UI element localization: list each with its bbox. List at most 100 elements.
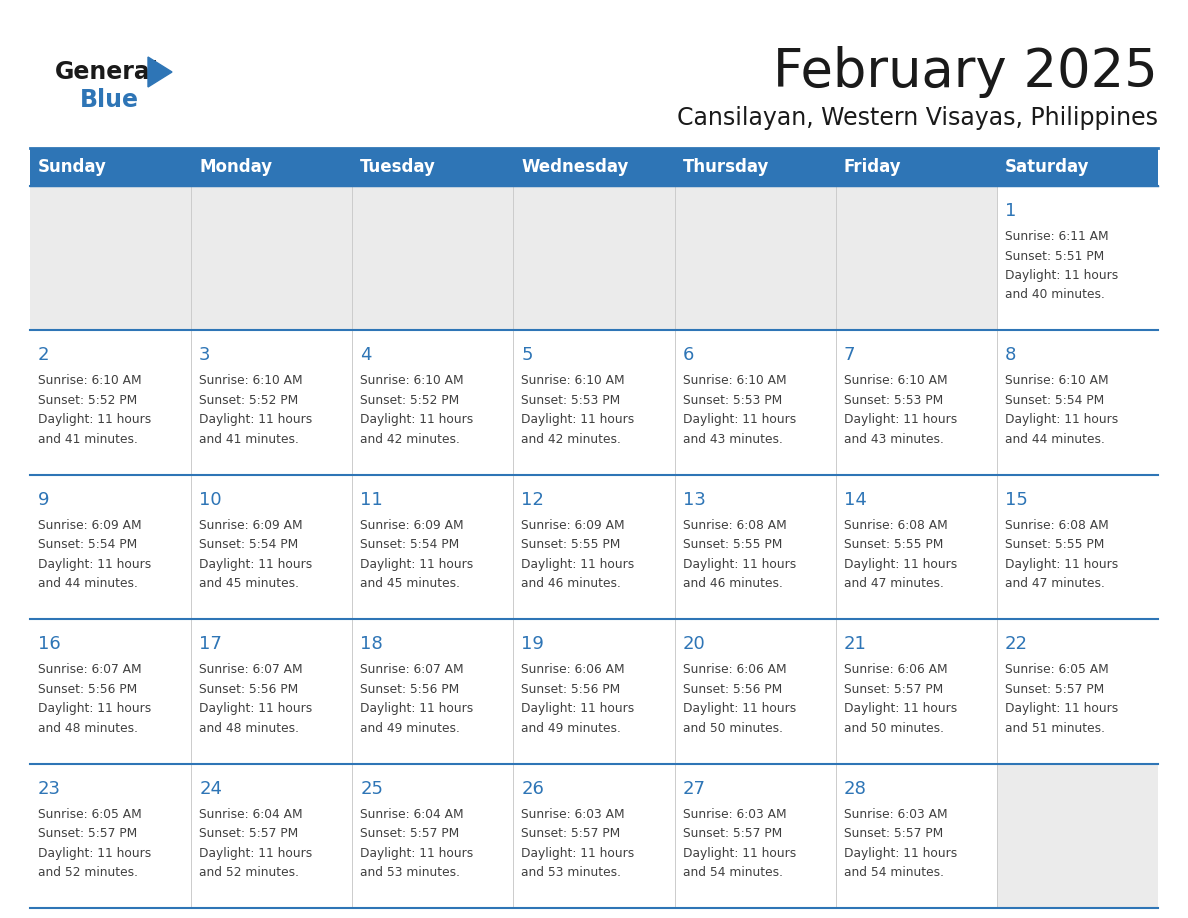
Bar xyxy=(675,330,835,475)
Text: Sunset: 5:56 PM: Sunset: 5:56 PM xyxy=(38,683,138,696)
Text: and 54 minutes.: and 54 minutes. xyxy=(843,866,943,879)
Text: and 52 minutes.: and 52 minutes. xyxy=(38,866,138,879)
Text: Sunrise: 6:05 AM: Sunrise: 6:05 AM xyxy=(1005,663,1108,677)
Text: and 49 minutes.: and 49 minutes. xyxy=(360,722,460,734)
Text: Sunset: 5:56 PM: Sunset: 5:56 PM xyxy=(360,683,460,696)
Text: Sunrise: 6:07 AM: Sunrise: 6:07 AM xyxy=(360,663,463,677)
Bar xyxy=(997,475,1158,620)
Text: Sunrise: 6:06 AM: Sunrise: 6:06 AM xyxy=(522,663,625,677)
Bar xyxy=(191,764,353,908)
Bar xyxy=(191,620,353,764)
Text: 28: 28 xyxy=(843,779,866,798)
Bar xyxy=(353,620,513,764)
Text: Daylight: 11 hours: Daylight: 11 hours xyxy=(683,702,796,715)
Text: Sunrise: 6:03 AM: Sunrise: 6:03 AM xyxy=(683,808,786,821)
Text: 8: 8 xyxy=(1005,346,1016,364)
Bar xyxy=(997,330,1158,475)
Text: Sunset: 5:57 PM: Sunset: 5:57 PM xyxy=(360,827,460,840)
Bar xyxy=(835,330,997,475)
Text: Sunrise: 6:10 AM: Sunrise: 6:10 AM xyxy=(38,375,141,387)
Text: Sunrise: 6:08 AM: Sunrise: 6:08 AM xyxy=(683,519,786,532)
Bar xyxy=(353,764,513,908)
Text: Sunset: 5:52 PM: Sunset: 5:52 PM xyxy=(200,394,298,407)
Text: Daylight: 11 hours: Daylight: 11 hours xyxy=(200,702,312,715)
Text: Sunset: 5:57 PM: Sunset: 5:57 PM xyxy=(1005,683,1104,696)
Bar xyxy=(997,186,1158,330)
Text: and 41 minutes.: and 41 minutes. xyxy=(200,433,299,446)
Text: Sunset: 5:55 PM: Sunset: 5:55 PM xyxy=(683,538,782,552)
Text: Sunset: 5:57 PM: Sunset: 5:57 PM xyxy=(522,827,620,840)
Text: 25: 25 xyxy=(360,779,384,798)
Bar xyxy=(30,620,191,764)
Text: Daylight: 11 hours: Daylight: 11 hours xyxy=(38,702,151,715)
Text: 13: 13 xyxy=(683,491,706,509)
Text: Sunset: 5:53 PM: Sunset: 5:53 PM xyxy=(843,394,943,407)
Bar xyxy=(30,148,1158,186)
Bar xyxy=(30,186,191,330)
Text: and 41 minutes.: and 41 minutes. xyxy=(38,433,138,446)
Text: 24: 24 xyxy=(200,779,222,798)
Text: Daylight: 11 hours: Daylight: 11 hours xyxy=(522,702,634,715)
Text: Daylight: 11 hours: Daylight: 11 hours xyxy=(683,413,796,426)
Text: Sunset: 5:57 PM: Sunset: 5:57 PM xyxy=(38,827,138,840)
Text: Sunset: 5:52 PM: Sunset: 5:52 PM xyxy=(38,394,138,407)
Text: 9: 9 xyxy=(38,491,50,509)
Text: 7: 7 xyxy=(843,346,855,364)
Text: Sunset: 5:55 PM: Sunset: 5:55 PM xyxy=(522,538,621,552)
Text: Daylight: 11 hours: Daylight: 11 hours xyxy=(1005,413,1118,426)
Text: and 42 minutes.: and 42 minutes. xyxy=(360,433,460,446)
Text: Daylight: 11 hours: Daylight: 11 hours xyxy=(1005,269,1118,282)
Text: Sunset: 5:52 PM: Sunset: 5:52 PM xyxy=(360,394,460,407)
Bar xyxy=(835,620,997,764)
Text: Daylight: 11 hours: Daylight: 11 hours xyxy=(360,846,474,859)
Text: and 53 minutes.: and 53 minutes. xyxy=(522,866,621,879)
Text: Sunset: 5:57 PM: Sunset: 5:57 PM xyxy=(200,827,298,840)
Bar xyxy=(835,764,997,908)
Text: Daylight: 11 hours: Daylight: 11 hours xyxy=(522,846,634,859)
Text: Daylight: 11 hours: Daylight: 11 hours xyxy=(843,846,958,859)
Text: Daylight: 11 hours: Daylight: 11 hours xyxy=(683,846,796,859)
Text: and 42 minutes.: and 42 minutes. xyxy=(522,433,621,446)
Text: Daylight: 11 hours: Daylight: 11 hours xyxy=(38,413,151,426)
Text: Sunrise: 6:09 AM: Sunrise: 6:09 AM xyxy=(200,519,303,532)
Text: Sunset: 5:51 PM: Sunset: 5:51 PM xyxy=(1005,250,1104,263)
Text: and 47 minutes.: and 47 minutes. xyxy=(843,577,943,590)
Text: Sunrise: 6:06 AM: Sunrise: 6:06 AM xyxy=(683,663,786,677)
Text: and 49 minutes.: and 49 minutes. xyxy=(522,722,621,734)
Text: and 45 minutes.: and 45 minutes. xyxy=(200,577,299,590)
Text: Daylight: 11 hours: Daylight: 11 hours xyxy=(360,558,474,571)
Bar xyxy=(191,330,353,475)
Polygon shape xyxy=(148,57,172,87)
Text: Daylight: 11 hours: Daylight: 11 hours xyxy=(200,846,312,859)
Bar xyxy=(353,475,513,620)
Text: Daylight: 11 hours: Daylight: 11 hours xyxy=(38,846,151,859)
Text: Sunday: Sunday xyxy=(38,158,107,176)
Text: Sunrise: 6:08 AM: Sunrise: 6:08 AM xyxy=(843,519,948,532)
Text: Sunset: 5:57 PM: Sunset: 5:57 PM xyxy=(843,683,943,696)
Text: Sunrise: 6:08 AM: Sunrise: 6:08 AM xyxy=(1005,519,1108,532)
Text: Daylight: 11 hours: Daylight: 11 hours xyxy=(522,558,634,571)
Text: Sunrise: 6:06 AM: Sunrise: 6:06 AM xyxy=(843,663,947,677)
Bar xyxy=(30,330,191,475)
Text: Sunset: 5:54 PM: Sunset: 5:54 PM xyxy=(200,538,298,552)
Text: Sunrise: 6:10 AM: Sunrise: 6:10 AM xyxy=(683,375,786,387)
Text: and 52 minutes.: and 52 minutes. xyxy=(200,866,299,879)
Bar xyxy=(675,764,835,908)
Bar xyxy=(513,620,675,764)
Text: Daylight: 11 hours: Daylight: 11 hours xyxy=(200,413,312,426)
Text: 12: 12 xyxy=(522,491,544,509)
Text: Thursday: Thursday xyxy=(683,158,769,176)
Text: and 45 minutes.: and 45 minutes. xyxy=(360,577,460,590)
Bar xyxy=(513,475,675,620)
Bar xyxy=(513,764,675,908)
Text: 22: 22 xyxy=(1005,635,1028,654)
Text: 16: 16 xyxy=(38,635,61,654)
Text: Tuesday: Tuesday xyxy=(360,158,436,176)
Text: Sunrise: 6:10 AM: Sunrise: 6:10 AM xyxy=(522,375,625,387)
Text: and 46 minutes.: and 46 minutes. xyxy=(522,577,621,590)
Text: Daylight: 11 hours: Daylight: 11 hours xyxy=(843,413,958,426)
Text: Sunrise: 6:04 AM: Sunrise: 6:04 AM xyxy=(200,808,303,821)
Text: Daylight: 11 hours: Daylight: 11 hours xyxy=(360,413,474,426)
Text: Daylight: 11 hours: Daylight: 11 hours xyxy=(843,702,958,715)
Bar xyxy=(191,475,353,620)
